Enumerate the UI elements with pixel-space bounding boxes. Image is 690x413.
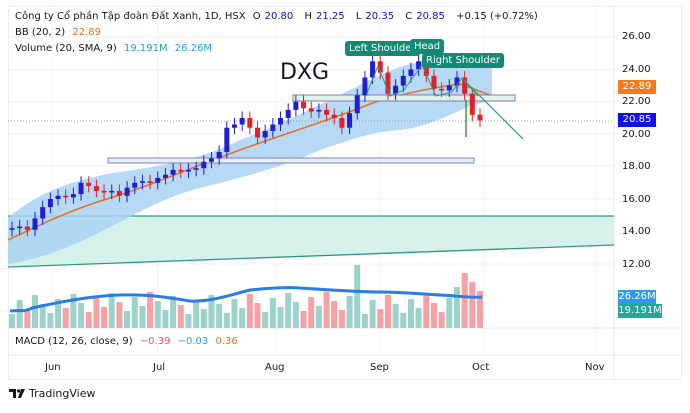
ticker-label: DXG <box>280 60 330 85</box>
price-tick: 16.00 <box>622 194 651 205</box>
support-box-low <box>107 157 475 164</box>
header-legend: Công ty Cổ phần Tập đoàn Đất Xanh, 1D, H… <box>15 11 542 22</box>
company-name: Công ty Cổ phần Tập đoàn Đất Xanh, 1D, H… <box>15 11 246 22</box>
tradingview-brand[interactable]: TradingView <box>9 387 95 400</box>
price-change: +0.15 (+0.72%) <box>456 11 538 22</box>
time-tick-aug: Aug <box>265 362 285 373</box>
time-tick-jun: Jun <box>45 362 61 373</box>
last-price-tag: 20.85 <box>618 113 656 127</box>
bb-price-tag: 22.89 <box>618 80 656 94</box>
volume-bars <box>9 265 483 328</box>
price-tick: 20.00 <box>622 129 651 140</box>
chart-frame <box>8 6 682 380</box>
ohlc-open: O 20.80 <box>252 11 294 22</box>
channel-zone <box>8 216 614 267</box>
time-tick-oct: Oct <box>472 362 490 373</box>
annotation-right-shoulder[interactable]: Right Shoulder <box>422 53 505 68</box>
ohlc-close: C 20.85 <box>405 11 445 22</box>
price-tick: 24.00 <box>622 64 651 75</box>
time-tick-nov: Nov <box>585 362 605 373</box>
price-tick: 12.00 <box>622 259 651 270</box>
macd-legend[interactable]: MACD (12, 26, close, 9) −0.39 −0.03 0.36 <box>15 336 238 347</box>
candlesticks <box>9 54 483 237</box>
tradingview-logo-icon <box>9 389 25 398</box>
volume-tag: 19.191M <box>618 304 662 318</box>
ohlc-low: L 20.35 <box>355 11 395 22</box>
breakdown-line <box>461 77 524 140</box>
volume-legend[interactable]: Volume (20, SMA, 9) 19.191M 26.26M <box>15 43 213 54</box>
bb-legend[interactable]: BB (20, 2) 22.89 <box>15 27 101 38</box>
price-tick: 26.00 <box>622 31 651 42</box>
neckline-box <box>292 94 516 102</box>
annotation-left-shoulder[interactable]: Left Shoulder <box>345 41 420 56</box>
time-tick-sep: Sep <box>370 362 389 373</box>
ohlc-high: H 21.25 <box>304 11 345 22</box>
time-tick-jul: Jul <box>153 362 166 373</box>
price-tick: 18.00 <box>622 161 651 172</box>
annotation-head[interactable]: Head <box>410 39 445 54</box>
price-tick: 22.00 <box>622 96 651 107</box>
volume-sma-tag: 26.26M <box>618 290 656 304</box>
volume-sma-line <box>9 286 483 313</box>
price-tick: 14.00 <box>622 226 651 237</box>
